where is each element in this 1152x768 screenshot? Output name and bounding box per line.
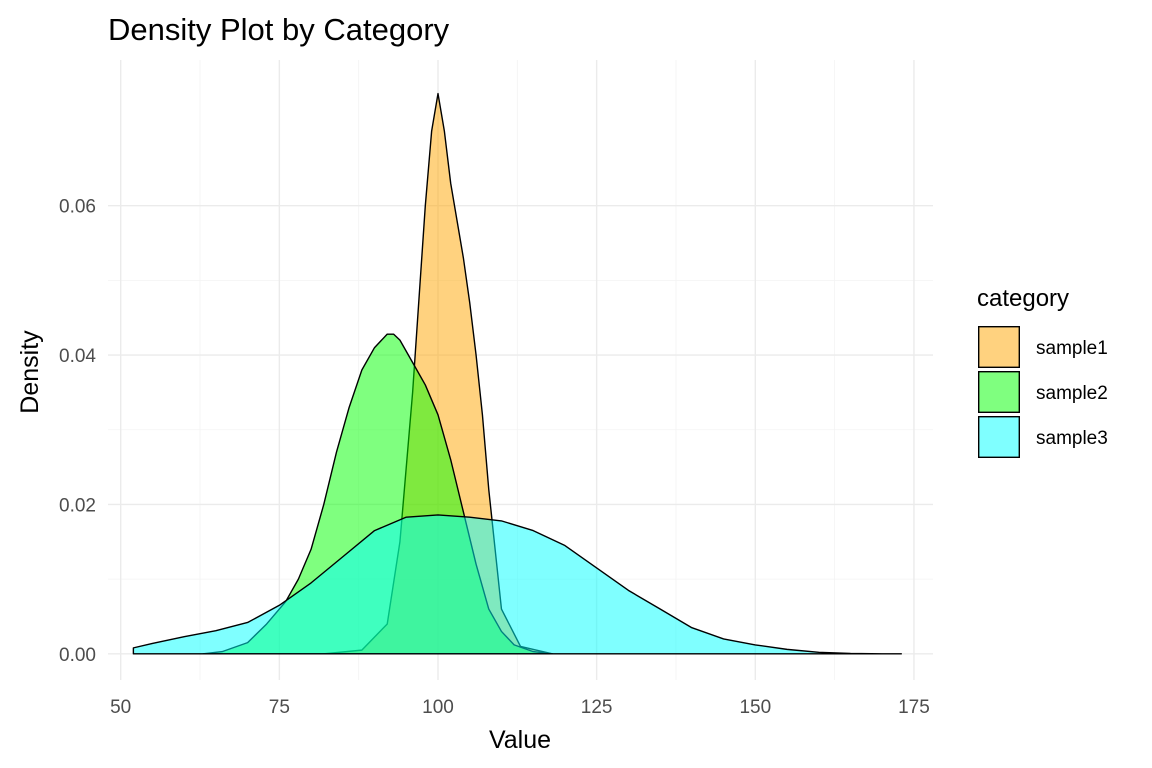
legend-label-sample2: sample2 — [1036, 383, 1108, 404]
legend-label-sample1: sample1 — [1036, 338, 1108, 359]
x-tick-label: 125 — [581, 697, 613, 718]
density-areas — [132, 92, 902, 655]
legend-swatch-sample3 — [978, 416, 1021, 459]
y-axis-ticks: 0.00 0.02 0.04 0.06 — [59, 197, 96, 666]
y-tick-label: 0.04 — [59, 346, 96, 367]
x-tick-label: 175 — [898, 697, 930, 718]
x-axis-ticks: 50 75 100 125 150 175 — [110, 697, 930, 718]
chart-title: Density Plot by Category — [108, 12, 450, 47]
y-tick-label: 0.02 — [59, 495, 96, 516]
x-axis-title: Value — [489, 726, 551, 754]
legend-title: category — [977, 285, 1069, 312]
y-axis-title: Density — [16, 330, 44, 414]
x-tick-label: 150 — [739, 697, 771, 718]
x-tick-label: 50 — [110, 697, 131, 718]
legend-label-sample3: sample3 — [1036, 428, 1108, 449]
density-area-sample3 — [132, 514, 902, 655]
y-tick-label: 0.06 — [59, 197, 96, 218]
legend-swatch-sample1 — [978, 326, 1021, 369]
x-tick-label: 75 — [269, 697, 290, 718]
legend: category sample1 sample2 sample3 — [977, 285, 1108, 459]
y-tick-label: 0.00 — [59, 645, 96, 666]
x-tick-label: 100 — [422, 697, 454, 718]
legend-swatch-sample2 — [978, 371, 1021, 414]
